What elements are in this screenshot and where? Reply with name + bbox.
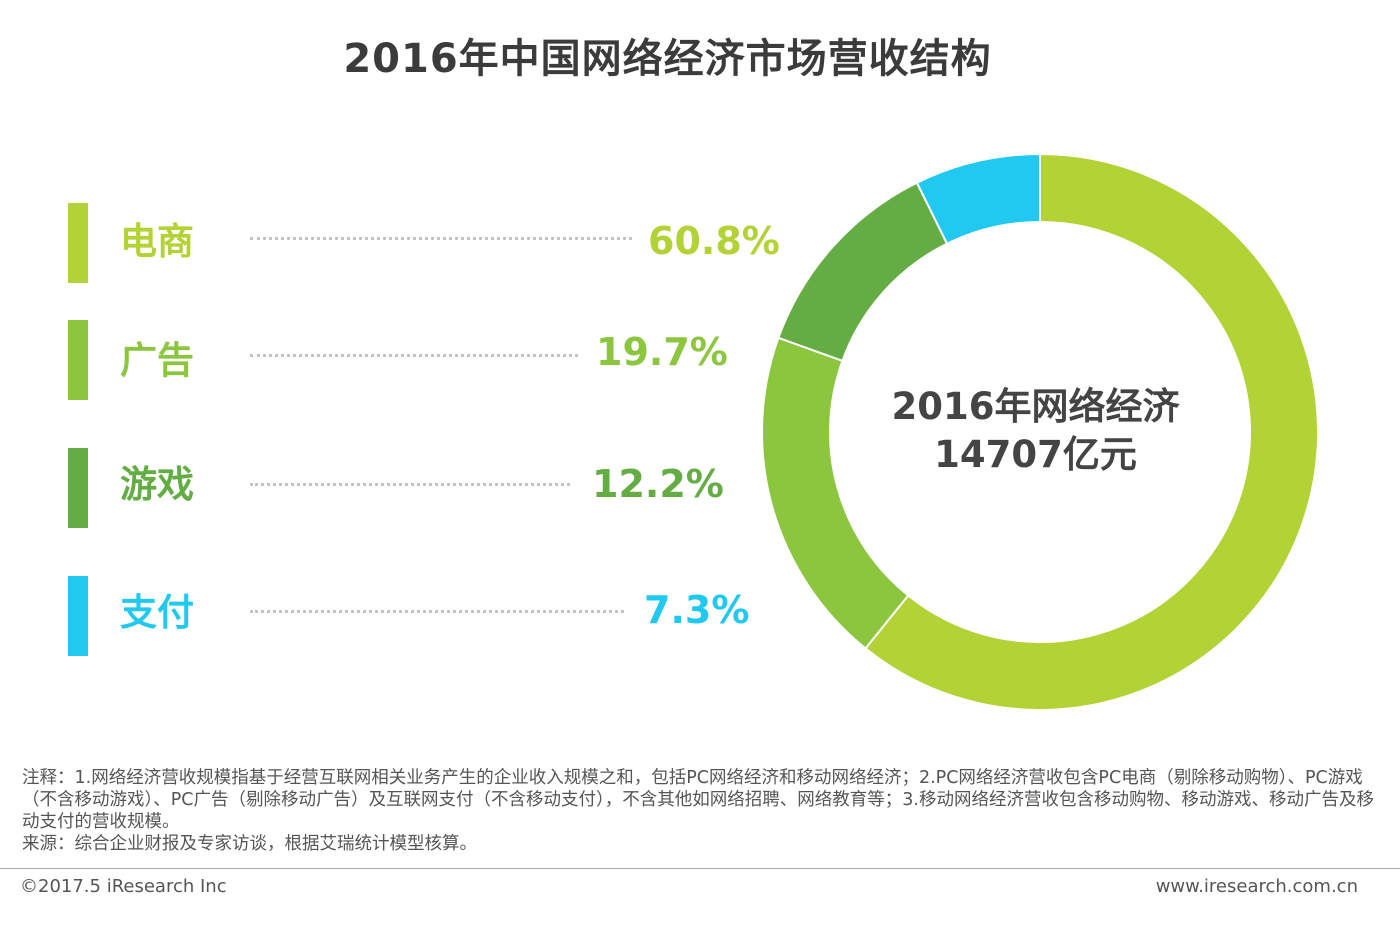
chart-title: 2016年中国网络经济市场营收结构 — [343, 36, 992, 82]
legend-row-games: 游戏 12.2% — [0, 448, 800, 528]
legend-row-payment: 支付 7.3% — [0, 576, 800, 656]
footer-copyright: ©2017.5 iResearch Inc — [20, 876, 227, 897]
center-label-total: 14707亿元 — [934, 433, 1137, 476]
notes: 注释：1.网络经济营收规模指基于经营互联网相关业务产生的企业收入规模之和，包括P… — [22, 767, 1382, 855]
legend-value: 12.2% — [592, 462, 724, 506]
legend-color-bar — [68, 448, 88, 528]
notes-source: 来源：综合企业财报及专家访谈，根据艾瑞统计模型核算。 — [22, 834, 477, 854]
legend-dotted-leader — [250, 610, 624, 613]
legend-dotted-leader — [250, 237, 632, 240]
legend-color-bar — [68, 576, 88, 656]
footer-divider — [0, 868, 1400, 869]
legend-label: 电商 — [120, 220, 194, 263]
notes-comment: 注释：1.网络经济营收规模指基于经营互联网相关业务产生的企业收入规模之和，包括P… — [22, 768, 1374, 832]
legend-color-bar — [68, 203, 88, 283]
donut-slice-ecommerce — [864, 152, 1319, 711]
legend-row-advertising: 广告 19.7% — [0, 320, 800, 400]
legend-value: 19.7% — [596, 330, 728, 374]
legend-value: 60.8% — [648, 219, 780, 263]
donut-slice-games — [777, 181, 949, 363]
footer-website: www.iresearch.com.cn — [1155, 876, 1358, 897]
legend-value: 7.3% — [644, 588, 750, 632]
legend-dotted-leader — [250, 483, 570, 486]
legend-label: 支付 — [120, 591, 194, 634]
legend-color-bar — [68, 320, 88, 400]
legend-dotted-leader — [250, 354, 578, 357]
legend-row-ecommerce: 电商 60.8% — [0, 203, 800, 283]
donut-center-label: 2016年网络经济 14707亿元 — [873, 383, 1198, 479]
center-label-line1: 2016年网络经济 — [891, 385, 1180, 428]
legend-label: 游戏 — [120, 463, 194, 506]
legend-label: 广告 — [120, 339, 194, 382]
donut-slice-payment — [915, 152, 1041, 246]
donut-chart — [761, 152, 1319, 711]
